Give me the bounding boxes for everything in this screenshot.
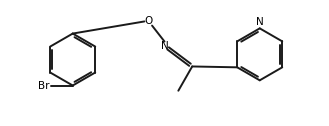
Text: N: N xyxy=(256,17,264,27)
Text: N: N xyxy=(161,41,168,51)
Text: Br: Br xyxy=(38,81,50,90)
Text: O: O xyxy=(145,16,153,26)
